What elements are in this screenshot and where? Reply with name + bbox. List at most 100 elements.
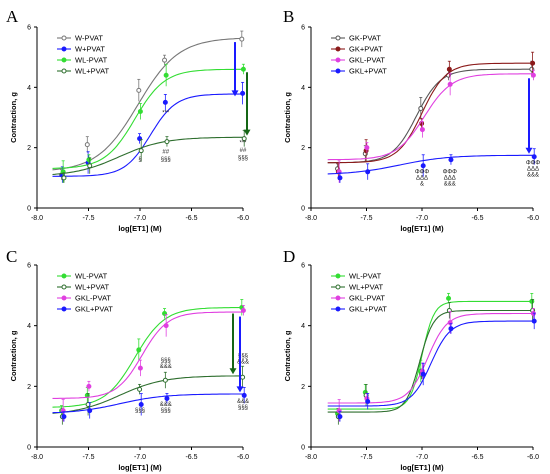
series-line (327, 320, 533, 407)
legend-label: W-PVAT (75, 34, 103, 43)
y-tick-label: 0 (27, 206, 31, 213)
legend-marker (335, 57, 341, 63)
arrow-head (231, 90, 239, 97)
x-tick-label: -7.0 (416, 215, 428, 222)
series-line (327, 62, 533, 164)
y-axis-label: Contraction, g (9, 330, 18, 381)
x-tick-label: -6.5 (185, 215, 197, 222)
legend-label: GKL+PVAT (349, 305, 387, 314)
data-point (136, 347, 142, 353)
series-line (327, 312, 533, 404)
x-axis-label: log[ET1] (M) (118, 463, 162, 472)
legend-marker (61, 306, 67, 312)
data-point (446, 295, 452, 301)
y-tick-label: 2 (27, 384, 31, 391)
data-point (365, 169, 371, 175)
data-point (531, 318, 537, 324)
data-point (163, 72, 169, 78)
data-point (530, 72, 536, 78)
series-WL+PVAT (52, 130, 247, 183)
annotation: ΦΦΦ (526, 160, 541, 166)
y-axis-label: Contraction, g (283, 92, 292, 143)
series-line (327, 300, 533, 410)
data-point (86, 157, 92, 163)
panel-letter: C (6, 247, 17, 266)
annotation: ΔΔΔ (416, 175, 428, 181)
annotation: &&& (160, 402, 172, 408)
legend-marker (335, 284, 341, 290)
legend-label: WL-PVAT (349, 272, 382, 281)
y-tick-label: 0 (301, 206, 305, 213)
panel-B: B -8.0 -7.5 -7.0 -6.5 -6.0 0 2 4 6 log[ET1] (M) Con… (283, 7, 540, 233)
x-axis-label: log[ET1] (M) (400, 224, 444, 233)
annotation: &&& (237, 399, 249, 405)
series-line (327, 154, 533, 175)
legend-label: GK-PVAT (349, 34, 381, 43)
annotation: ## (240, 148, 247, 154)
x-tick-label: -6.0 (237, 215, 249, 222)
arrow-head (229, 368, 237, 375)
x-tick-label: -8.0 (305, 215, 317, 222)
data-point (163, 323, 169, 329)
x-tick-label: -7.5 (82, 454, 94, 461)
legend-marker (61, 284, 67, 290)
x-tick-label: -6.0 (527, 215, 539, 222)
x-tick-label: -8.0 (305, 454, 317, 461)
data-point (448, 157, 454, 163)
legend-label: GKL+PVAT (349, 67, 387, 76)
data-point (446, 66, 452, 72)
annotation: §§§ (161, 358, 171, 364)
series-line (52, 306, 243, 408)
annotation: §§§ (238, 156, 248, 162)
panel-C: C -8.0 -7.5 -7.0 -6.5 -6.0 0 2 4 6 log[ET1] (M) Con… (6, 247, 249, 472)
panel-D: D -8.0 -7.5 -7.0 -6.5 -6.0 0 2 4 6 log[ET1] (M) Con… (283, 247, 539, 472)
data-point (162, 99, 168, 105)
annotation: &&& (527, 172, 539, 178)
series-GK-PVAT (327, 60, 535, 174)
legend-marker (61, 273, 67, 279)
data-point (530, 60, 536, 66)
legend-marker (335, 35, 341, 41)
x-tick-label: -7.5 (82, 215, 94, 222)
annotation: §§§ (135, 408, 145, 414)
legend-label: WL-PVAT (75, 272, 108, 281)
y-tick-label: 4 (301, 85, 305, 92)
annotation: *** (239, 141, 247, 147)
annotation: ΔΔΔ (444, 175, 456, 181)
x-tick-label: -7.0 (416, 454, 428, 461)
legend-marker (335, 273, 341, 279)
legend-label: W+PVAT (75, 45, 105, 54)
legend-label: WL-PVAT (75, 56, 108, 65)
legend-marker (335, 68, 341, 74)
panel-letter: D (283, 247, 295, 266)
x-tick-label: -7.0 (134, 215, 146, 222)
annotation: § (138, 157, 141, 163)
annotation: §§§ (161, 408, 171, 414)
series-line (52, 37, 244, 171)
legend-label: GKL+PVAT (75, 305, 113, 314)
data-point (240, 374, 246, 380)
legend-marker (61, 35, 67, 41)
data-point (365, 399, 371, 404)
legend-label: GKL-PVAT (349, 294, 385, 303)
panel-A: A -8.0 -7.5 -7.0 -6.5 -6.0 0 2 4 6 log[ET1] (M) Con… (6, 7, 251, 233)
x-tick-label: -6.0 (527, 454, 539, 461)
legend: WL-PVAT WL+PVAT GKL-PVAT GKL+PVAT (331, 272, 387, 314)
series-line (52, 68, 243, 169)
data-point (240, 66, 246, 72)
data-point (162, 57, 168, 63)
data-point (337, 414, 343, 420)
series-line (52, 375, 243, 414)
x-tick-label: -6.0 (237, 454, 249, 461)
series-line (327, 309, 533, 413)
y-axis-label: Contraction, g (283, 330, 292, 381)
annotation: ΦΦΦ (443, 169, 458, 175)
data-point (162, 377, 168, 383)
y-tick-label: 4 (27, 85, 31, 92)
data-point (138, 402, 144, 408)
annotation: ΦΦΦ (415, 169, 430, 175)
y-tick-label: 2 (301, 384, 305, 391)
series-GKL+PVAT (327, 312, 537, 422)
series-line (327, 73, 533, 161)
